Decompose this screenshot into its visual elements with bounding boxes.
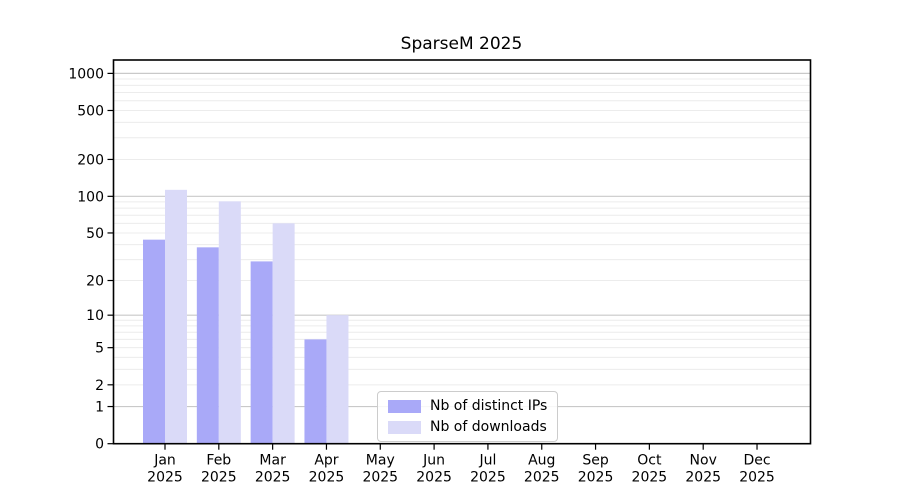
chart-title: SparseM 2025 xyxy=(400,34,523,54)
bar-downloads xyxy=(165,189,187,444)
y-tick-label: 10 xyxy=(86,308,104,324)
legend-swatch-downloads xyxy=(388,420,421,434)
x-tick-month-label: Oct xyxy=(637,453,662,469)
x-tick-year-label: 2025 xyxy=(147,470,183,486)
y-tick-label: 20 xyxy=(86,274,104,290)
legend-label-distinct-ips: Nb of distinct IPs xyxy=(430,398,548,414)
x-tick-month-label: Mar xyxy=(259,453,286,469)
y-tick-label: 5 xyxy=(95,341,104,357)
bar-distinct-ips xyxy=(304,339,327,444)
x-tick-year-label: 2025 xyxy=(685,470,721,486)
x-tick-year-label: 2025 xyxy=(362,470,398,486)
bar-downloads xyxy=(326,315,349,444)
plot-border xyxy=(112,59,812,445)
y-tick-label: 0 xyxy=(95,437,104,453)
x-tick-year-label: 2025 xyxy=(201,470,237,486)
y-tick-label: 100 xyxy=(77,189,104,205)
x-tick-year-label: 2025 xyxy=(255,470,291,486)
y-tick-label: 200 xyxy=(77,152,104,168)
x-tick-month-label: May xyxy=(366,453,395,469)
x-tick-month-label: Apr xyxy=(314,453,338,469)
x-tick-year-label: 2025 xyxy=(470,470,506,486)
x-tick-year-label: 2025 xyxy=(578,470,614,486)
bar-downloads xyxy=(272,223,295,444)
legend: Nb of distinct IPs Nb of downloads xyxy=(377,391,559,442)
x-tick-month-label: Nov xyxy=(690,453,717,469)
legend-label-downloads: Nb of downloads xyxy=(430,419,547,435)
y-tick-label: 500 xyxy=(77,103,104,119)
legend-item-downloads: Nb of downloads xyxy=(388,419,547,435)
x-tick-month-label: Aug xyxy=(528,453,555,469)
bar-distinct-ips xyxy=(196,247,219,444)
x-tick-month-label: Feb xyxy=(206,453,231,469)
y-tick-label: 2 xyxy=(95,378,104,394)
x-tick-year-label: 2025 xyxy=(416,470,452,486)
x-tick-year-label: 2025 xyxy=(309,470,345,486)
x-tick-month-label: Jun xyxy=(422,453,445,469)
y-tick-label: 1 xyxy=(95,400,104,416)
bar-distinct-ips xyxy=(143,239,165,444)
x-tick-month-label: Dec xyxy=(743,453,770,469)
x-tick-month-label: Jul xyxy=(478,453,496,469)
y-tick-label: 1000 xyxy=(68,66,104,82)
legend-item-distinct-ips: Nb of distinct IPs xyxy=(388,398,547,414)
x-tick-month-label: Sep xyxy=(582,453,609,469)
bar-distinct-ips xyxy=(250,261,273,444)
x-tick-year-label: 2025 xyxy=(739,470,775,486)
x-tick-month-label: Jan xyxy=(153,453,176,469)
x-tick-year-label: 2025 xyxy=(632,470,668,486)
bar-downloads xyxy=(218,201,241,444)
legend-swatch-distinct-ips xyxy=(388,399,421,413)
x-tick-year-label: 2025 xyxy=(524,470,560,486)
y-tick-label: 50 xyxy=(86,226,104,242)
